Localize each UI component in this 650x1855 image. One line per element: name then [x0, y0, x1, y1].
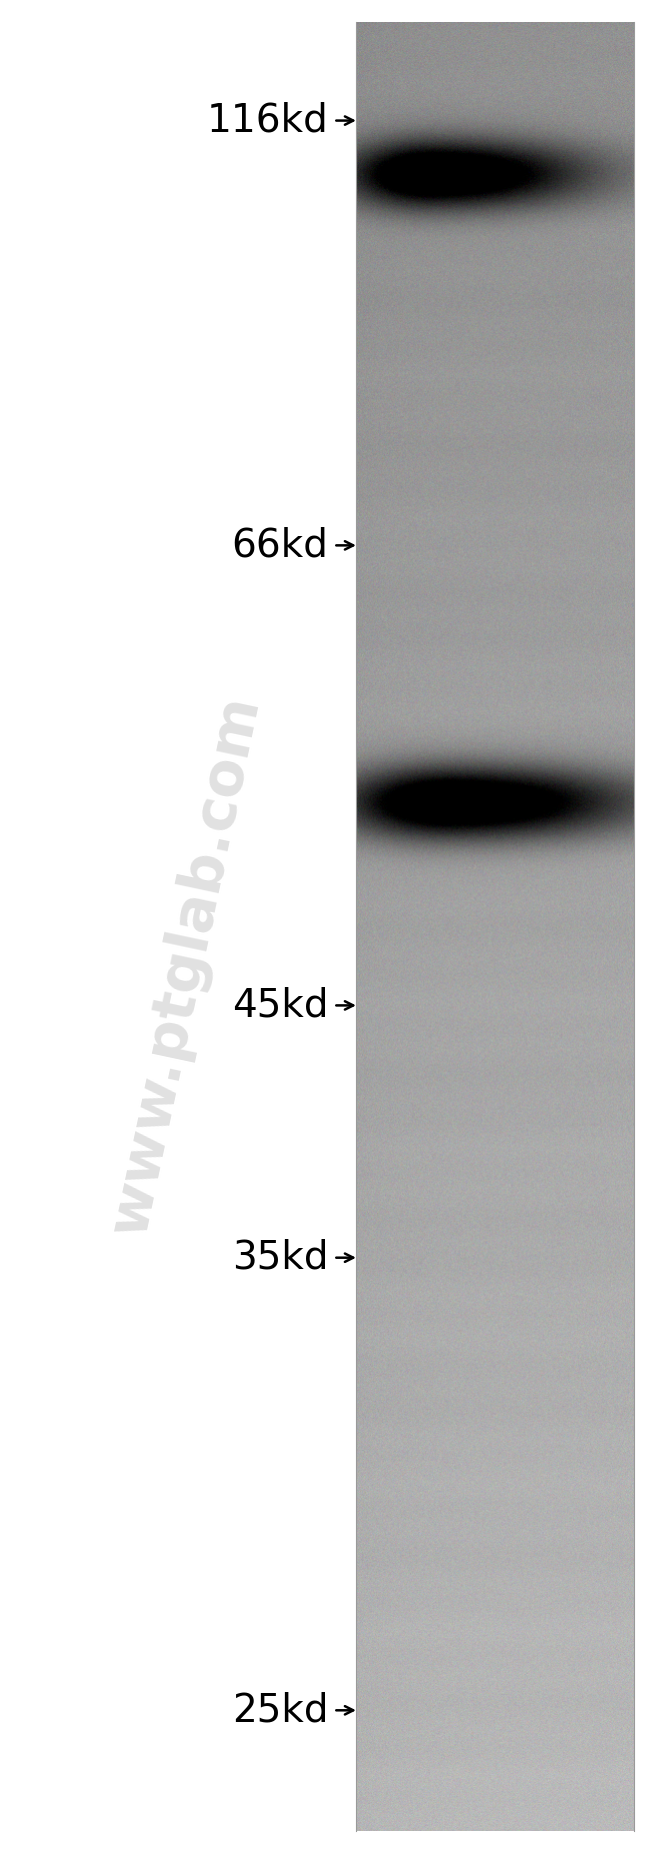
Text: 45kd: 45kd	[232, 987, 328, 1024]
Text: 66kd: 66kd	[231, 527, 328, 564]
Text: 116kd: 116kd	[207, 102, 328, 139]
Text: www.ptglab.com: www.ptglab.com	[100, 690, 270, 1239]
Text: 25kd: 25kd	[232, 1692, 328, 1729]
Text: 35kd: 35kd	[232, 1239, 328, 1276]
